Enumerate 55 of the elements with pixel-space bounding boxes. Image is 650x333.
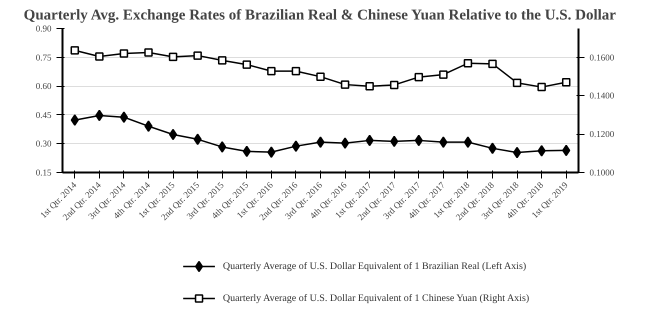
y2-tick-label: 0.1200 — [590, 129, 615, 140]
y-tick-label: 0.15 — [36, 168, 52, 178]
point — [366, 134, 374, 146]
point — [390, 136, 398, 148]
y-tick-label: 0.75 — [36, 52, 52, 62]
y-tick-label: 0.90 — [36, 24, 52, 34]
point — [267, 146, 276, 158]
y2-tick-label: 0.1600 — [590, 52, 615, 62]
point — [95, 110, 104, 122]
point — [144, 120, 153, 132]
y2-tick-label: 0.1000 — [590, 168, 615, 178]
point — [95, 52, 104, 61]
point — [242, 60, 252, 69]
point — [464, 59, 472, 68]
point — [70, 46, 80, 55]
legend-label: Quarterly Average of U.S. Dollar Equivalent of 1 Chinese Yuan (Right Axis) — [222, 293, 530, 304]
point — [390, 80, 398, 90]
point — [242, 146, 251, 158]
point — [562, 78, 570, 87]
point — [193, 51, 202, 60]
point — [120, 49, 128, 58]
point — [120, 111, 128, 123]
point — [218, 56, 226, 65]
point — [340, 80, 350, 89]
point — [538, 145, 546, 157]
point — [267, 66, 276, 76]
point — [316, 136, 325, 148]
chart-title: Quarterly Avg. Exchange Rates of Brazilian Real & Chinese Yuan Relative to the U.S. Dollar — [24, 8, 616, 24]
point — [70, 114, 79, 126]
y2-tick-label: 0.1400 — [590, 90, 615, 101]
point — [562, 144, 570, 156]
point — [512, 78, 522, 88]
y-tick-label: 0.60 — [36, 81, 52, 92]
point — [316, 72, 325, 81]
point — [439, 70, 448, 79]
point — [512, 146, 522, 158]
point — [488, 142, 497, 154]
point — [218, 141, 226, 153]
point — [340, 137, 350, 149]
point — [194, 134, 202, 146]
point — [292, 66, 300, 76]
legend-label: Quarterly Average of U.S. Dollar Equivalent of 1 Brazilian Real (Left Axis) — [222, 261, 526, 272]
point — [464, 136, 472, 148]
y-tick-label: 0.45 — [36, 110, 52, 120]
point — [414, 134, 423, 146]
y-tick-label: 0.30 — [36, 138, 52, 149]
point — [144, 48, 153, 57]
point — [292, 140, 300, 152]
point — [414, 72, 424, 82]
point — [439, 136, 448, 148]
point — [488, 60, 497, 68]
point — [168, 52, 178, 62]
point — [168, 128, 178, 140]
point — [365, 82, 374, 91]
point — [537, 82, 546, 92]
